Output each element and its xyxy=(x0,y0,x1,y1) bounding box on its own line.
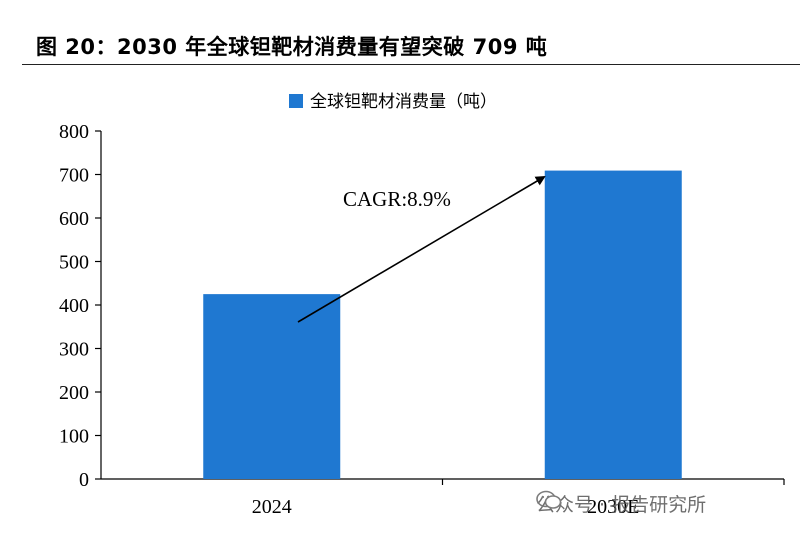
cagr-arrow xyxy=(297,175,546,323)
title-divider xyxy=(22,64,800,65)
y-tick-label: 100 xyxy=(59,426,89,448)
y-tick-label: 600 xyxy=(59,208,89,230)
bar-2024 xyxy=(203,294,341,479)
watermark-text: 公众号 · 报告研究所 xyxy=(536,494,707,516)
y-tick-label: 200 xyxy=(59,382,89,404)
y-tick-label: 700 xyxy=(59,165,89,187)
legend-swatch xyxy=(289,94,303,108)
y-tick-label: 0 xyxy=(79,469,89,491)
y-tick-label: 400 xyxy=(59,295,89,317)
x-axis-ticks: 2024 2030E xyxy=(252,479,785,518)
watermark: 公众号 · 报告研究所 xyxy=(536,490,706,517)
y-axis-ticks: 0 100 200 300 400 500 600 700 800 xyxy=(59,121,101,491)
figure-title: 图 20：2030 年全球钽靶材消费量有望突破 709 吨 xyxy=(36,35,548,59)
x-tick-label: 2024 xyxy=(252,496,292,518)
y-tick-label: 500 xyxy=(59,252,89,274)
y-tick-label: 300 xyxy=(59,339,89,361)
bars xyxy=(203,170,682,479)
legend-label: 全球钽靶材消费量（吨） xyxy=(310,92,497,112)
cagr-label: CAGR:8.9% xyxy=(343,187,451,211)
x-tick-label: 2030E xyxy=(587,496,639,518)
wechat-icon xyxy=(536,490,562,509)
bar-2030E xyxy=(544,170,682,479)
y-tick-label: 800 xyxy=(59,121,89,143)
